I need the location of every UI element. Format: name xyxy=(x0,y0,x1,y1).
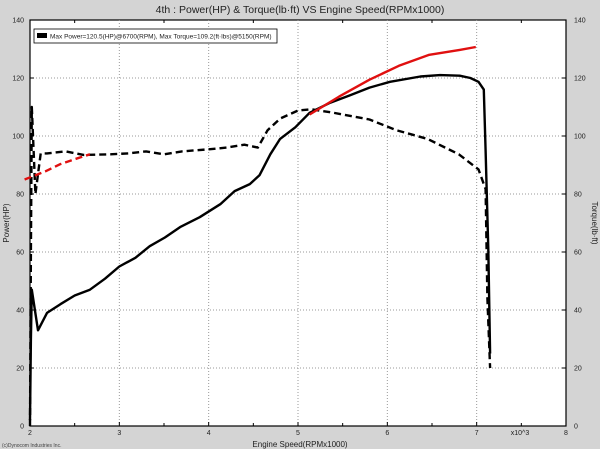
x-tick-label: 2 xyxy=(28,430,32,437)
y-axis-left-label: Power(HP) xyxy=(2,203,11,242)
y-right-tick-label: 80 xyxy=(574,192,582,199)
y-left-tick-label: 80 xyxy=(16,192,24,199)
x-tick-label: 7 xyxy=(475,430,479,437)
y-right-tick-label: 20 xyxy=(574,366,582,373)
y-right-tick-label: 0 xyxy=(574,424,578,431)
series-torque-3 xyxy=(24,153,91,181)
legend-box xyxy=(33,28,278,44)
x-tick-label: 5 xyxy=(296,430,300,437)
y-left-tick-label: 140 xyxy=(12,18,24,25)
y-right-tick-label: 120 xyxy=(574,76,586,83)
copyright: (c)Dynocom Industries Inc. xyxy=(2,443,61,449)
y-right-tick-label: 60 xyxy=(574,250,582,257)
y-axis-right-label: Torque(lb·ft) xyxy=(590,201,599,244)
plot-area xyxy=(29,19,567,427)
chart-title: 4th : Power(HP) & Torque(lb·ft) VS Engin… xyxy=(156,4,445,16)
x-tick-label: 6 xyxy=(385,430,389,437)
y-left-tick-label: 60 xyxy=(16,250,24,257)
series-power-2 xyxy=(308,45,477,116)
x-tick-label: 3 xyxy=(117,430,121,437)
y-left-tick-label: 120 xyxy=(12,76,24,83)
legend-text: Max Power=120.5(HP)@6700(RPM), Max Torqu… xyxy=(50,34,272,41)
y-left-tick-label: 0 xyxy=(20,424,24,431)
y-left-tick-label: 100 xyxy=(12,134,24,141)
x-tick-label: 4 xyxy=(207,430,211,437)
y-right-tick-label: 40 xyxy=(574,308,582,315)
legend-swatch xyxy=(37,33,47,38)
x-axis-label: Engine Speed(RPMx1000) xyxy=(252,440,348,449)
y-right-tick-label: 100 xyxy=(574,134,586,141)
y-right-tick-label: 140 xyxy=(574,18,586,25)
x-multiplier-label: x10^3 xyxy=(511,430,530,437)
y-left-tick-label: 20 xyxy=(16,366,24,373)
y-left-tick-label: 40 xyxy=(16,308,24,315)
series-power-0 xyxy=(28,73,492,421)
x-tick-label: 8 xyxy=(564,430,568,437)
legend: Max Power=120.5(HP)@6700(RPM), Max Torqu… xyxy=(33,28,278,44)
